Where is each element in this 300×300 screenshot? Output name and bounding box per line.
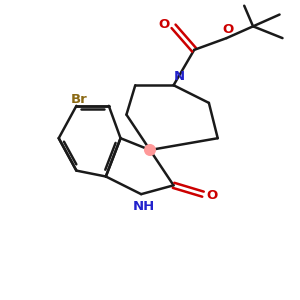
Text: O: O — [207, 189, 218, 202]
Text: O: O — [158, 18, 170, 32]
Text: Br: Br — [71, 93, 88, 106]
Circle shape — [145, 145, 155, 155]
Text: O: O — [222, 23, 234, 36]
Text: N: N — [173, 70, 184, 83]
Circle shape — [147, 147, 153, 153]
Text: NH: NH — [133, 200, 155, 213]
